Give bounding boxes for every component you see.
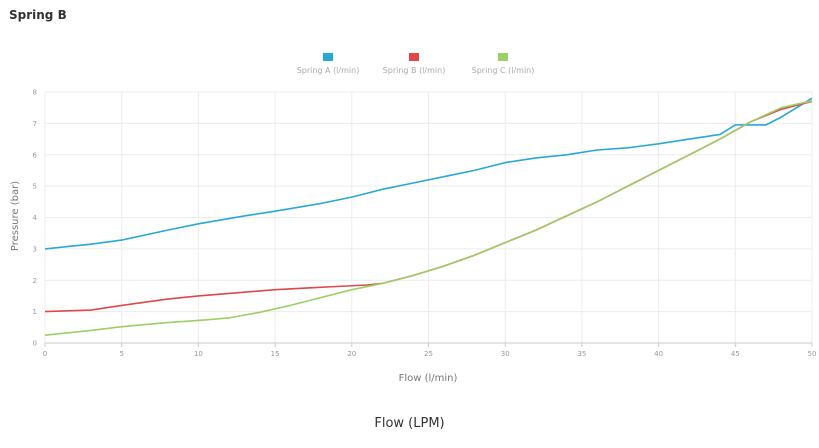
x-tick-label: 35 [577,350,586,358]
y-tick-labels: 0 1 2 3 4 5 6 7 8 [33,89,38,348]
line-chart: Spring A (l/min) Spring B (l/min) Spring C… [10,53,817,384]
x-tick-label: 5 [119,350,123,358]
legend-swatch [409,53,419,61]
y-tick-label: 5 [33,183,37,191]
x-tick-label: 25 [424,350,433,358]
x-tick-label: 50 [808,350,817,358]
y-tick-label: 6 [33,151,38,159]
x-tick-label: 45 [731,350,740,358]
legend-label: Spring A (l/min) [297,66,360,75]
y-tick-label: 2 [33,277,37,285]
legend-label: Spring C (l/min) [472,66,535,75]
legend-swatch [323,53,333,61]
legend-item-3: Spring C (l/min) [472,53,535,75]
y-tick-label: 0 [33,340,37,348]
series-line-1 [44,97,813,250]
x-tick-label: 15 [271,350,280,358]
x-tick-label: 30 [501,350,510,358]
series-lines [44,97,813,336]
page-title: Spring B [9,8,67,22]
series-line-3 [44,100,813,336]
legend-item-1: Spring A (l/min) [297,53,360,75]
x-tick-label: 40 [654,350,663,358]
y-tick-label: 4 [33,214,38,222]
y-tick-label: 3 [33,245,37,253]
y-tick-label: 8 [33,89,37,97]
x-axis-title: Flow (l/min) [399,373,458,384]
x-tick-label: 20 [347,350,356,358]
legend: Spring A (l/min) Spring B (l/min) Spring C… [297,53,535,75]
x-tick-label: 10 [194,350,203,358]
legend-swatch [498,53,508,61]
x-tick-labels: 0 5 10 15 20 25 30 35 40 45 50 [43,350,817,358]
grid-lines [44,91,813,347]
y-axis-title: Pressure (bar) [10,181,21,251]
x-tick-label: 0 [43,350,47,358]
y-tick-label: 7 [33,120,37,128]
y-tick-label: 1 [33,308,37,316]
bottom-axis-label: Flow (LPM) [374,416,445,431]
legend-label: Spring B (l/min) [383,66,446,75]
legend-item-2: Spring B (l/min) [383,53,446,75]
